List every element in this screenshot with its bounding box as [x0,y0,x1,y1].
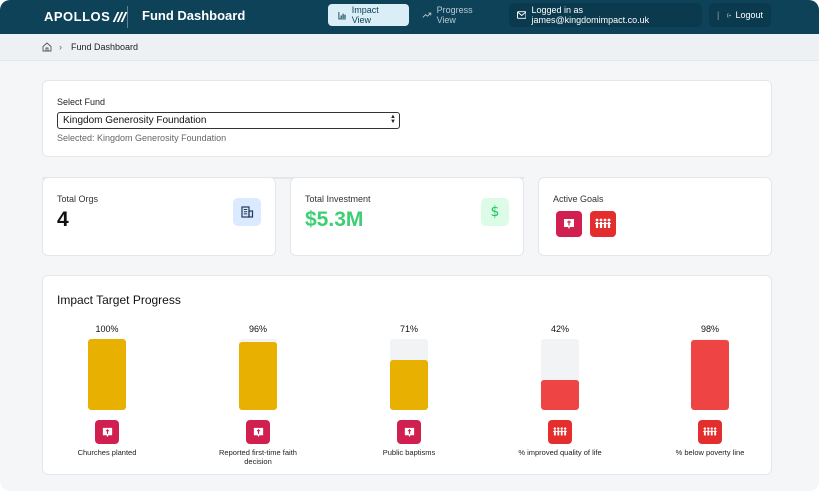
progress-percent: 71% [399,324,418,334]
chevron-right-icon: › [59,42,62,52]
progress-track [239,339,277,410]
progress-fill [691,340,729,410]
building-icon [233,198,261,226]
breadcrumb-current: Fund Dashboard [71,42,139,52]
progress-fill [239,342,277,410]
progress-track [691,339,729,410]
total-orgs-label: Total Orgs [57,194,99,204]
brand-name: APOLLOS [44,9,111,24]
impact-view-label: Impact View [351,5,379,25]
bar-chart-icon [338,11,346,19]
fund-dropdown-value: Kingdom Generosity Foundation [63,115,207,126]
page-title: Fund Dashboard [142,8,246,23]
progress-fill [88,339,126,410]
progress-fill [541,380,579,410]
church-icon [397,420,421,444]
progress-label: Reported first-time faith decision [219,448,297,466]
progress-percent: 42% [550,324,569,334]
progress-view-label: Progress View [436,5,473,25]
brand-logo[interactable]: APOLLOS [44,9,128,24]
total-investment-card: Total Investment $5.3M $ [290,177,524,256]
people-icon [590,211,616,237]
progress-label: Public baptisms [382,448,436,457]
progress-label: Churches planted [77,448,137,457]
progress-label: % below poverty line [675,448,745,457]
active-goals-card: Active Goals [538,177,772,256]
progress-view-button[interactable]: Progress View [412,4,502,26]
top-bar: APOLLOS Fund Dashboard Impact View Progr… [0,0,819,34]
progress-track [390,339,428,410]
logo-slashes-icon [113,11,128,22]
active-goals-label: Active Goals [553,194,604,204]
logout-button[interactable]: | Logout [709,3,771,27]
progress-track [541,339,579,410]
home-icon[interactable] [42,42,52,52]
church-icon [556,211,582,237]
total-orgs-value: 4 [57,208,69,231]
header-divider [127,6,128,28]
breadcrumb: › Fund Dashboard [0,34,819,61]
total-investment-value: $5.3M [305,208,364,231]
progress-column: 98% % below poverty line [660,276,760,476]
progress-fill [390,360,428,410]
logout-label: Logout [735,10,763,20]
progress-column: 96% Reported first-time faith decision [208,276,308,476]
total-orgs-card: Total Orgs 4 [42,177,276,256]
user-email-text: Logged in as james@kingdomimpact.co.uk [531,5,650,25]
dollar-icon: $ [481,198,509,226]
fund-select-label: Select Fund [57,97,106,107]
church-icon [95,420,119,444]
impact-progress-title: Impact Target Progress [57,293,181,307]
fund-selected-text: Selected: Kingdom Generosity Foundation [57,133,227,143]
impact-progress-card: Impact Target Progress 100% Churches plan… [42,275,772,475]
separator: | [717,10,720,20]
impact-view-button[interactable]: Impact View [328,4,409,26]
fund-dropdown[interactable]: Kingdom Generosity Foundation ▲ ▼ [57,112,400,129]
fund-select-card: Select Fund Kingdom Generosity Foundatio… [42,80,772,157]
mail-icon [517,11,527,19]
total-investment-label: Total Investment [305,194,371,204]
people-icon [698,420,722,444]
spacer [42,177,524,179]
trending-up-icon [422,12,432,18]
progress-track [88,339,126,410]
progress-percent: 98% [700,324,719,334]
church-icon [246,420,270,444]
progress-label: % improved quality of life [518,448,602,457]
select-arrows-icon: ▲ ▼ [390,114,396,125]
progress-percent: 96% [248,324,267,334]
progress-column: 71% Public baptisms [359,276,459,476]
logout-icon [727,13,732,17]
user-account[interactable]: Logged in as james@kingdomimpact.co.uk [509,3,702,27]
progress-percent: 100% [95,324,119,334]
progress-column: 42% % improved quality of life [510,276,610,476]
people-icon [548,420,572,444]
progress-column: 100% Churches planted [57,276,157,476]
